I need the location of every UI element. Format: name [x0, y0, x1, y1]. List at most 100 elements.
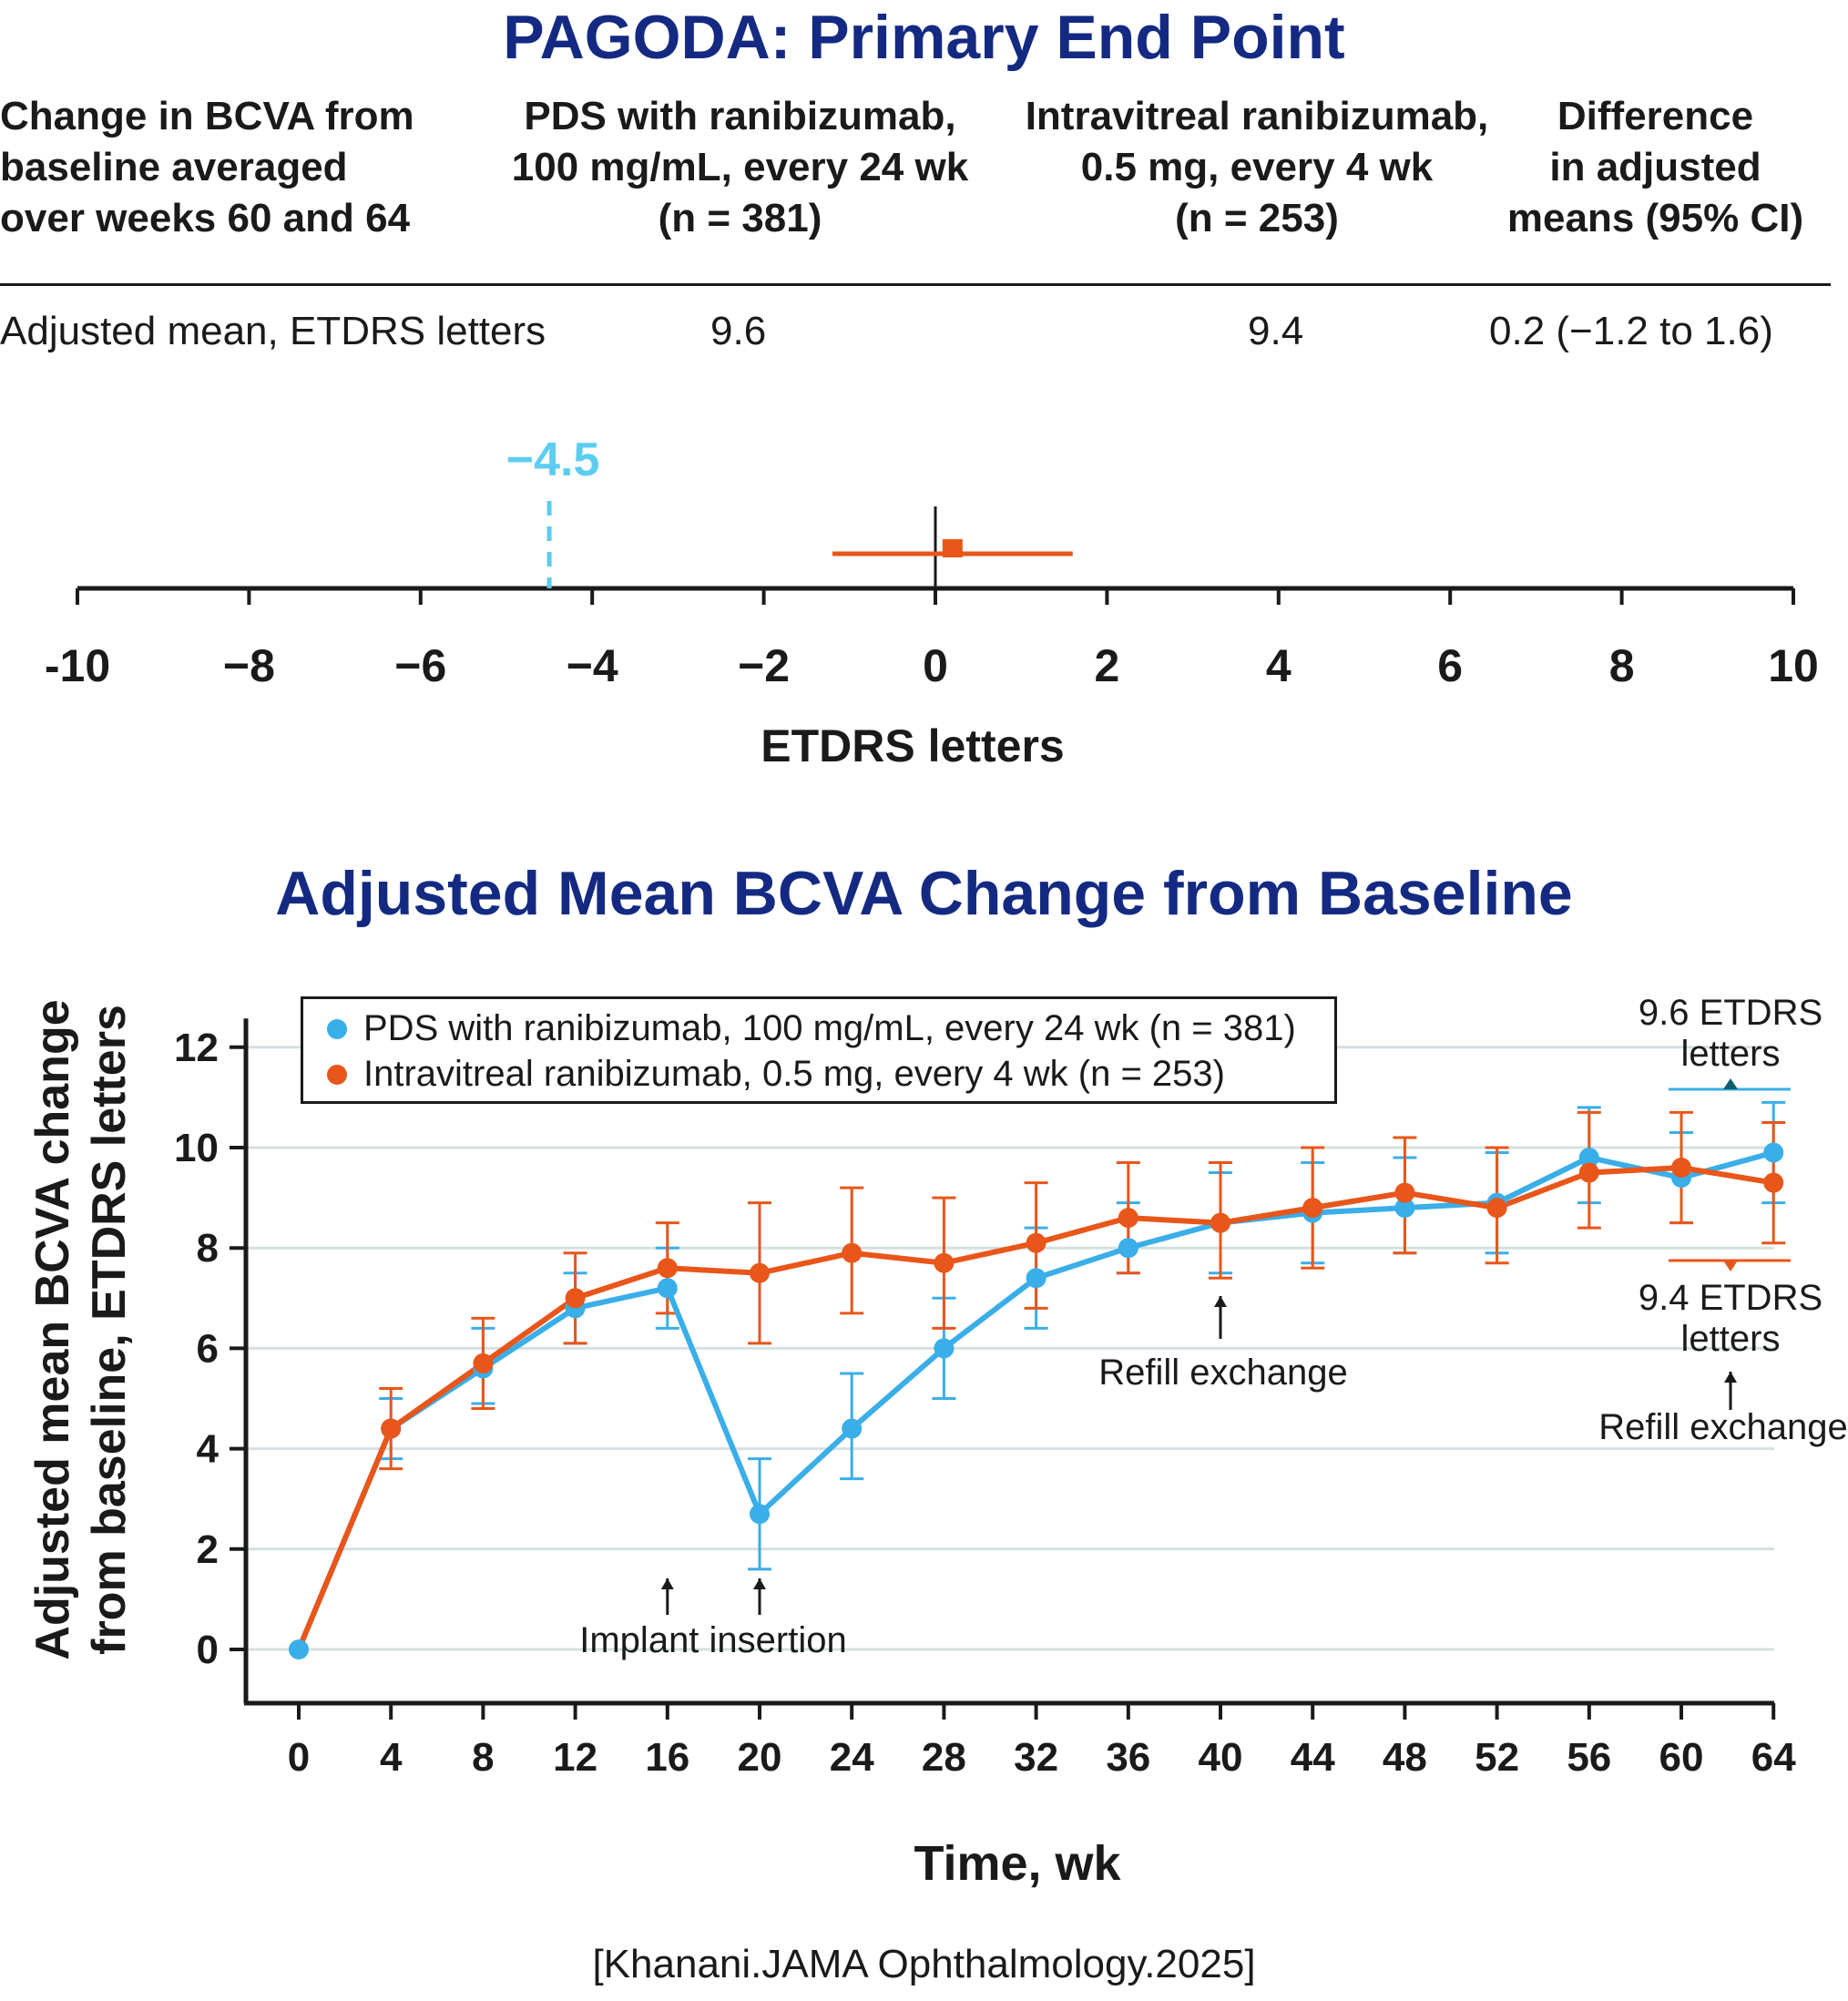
primary-endpoint-title: PAGODA: Primary End Point [503, 3, 1345, 72]
implant-insertion-16-arrow-head [660, 1578, 674, 1589]
pds-data-point [934, 1338, 955, 1359]
y-tick-label: 2 [197, 1527, 219, 1572]
source-citation: [Khanani.JAMA Ophthalmology.2025] [592, 1942, 1256, 1986]
y-tick-label: 0 [197, 1628, 219, 1672]
forest-x-tick-label: −6 [394, 640, 446, 691]
ivt-data-point [565, 1288, 586, 1309]
y-axis-label-line: Adjusted mean BCVA change [26, 999, 79, 1659]
ivt-data-point [1671, 1158, 1691, 1179]
pds-data-point [750, 1504, 770, 1525]
table-header-pds: PDS with ranibizumab, 100 mg/mL, every 2… [511, 94, 969, 240]
pds-data-point [289, 1639, 309, 1659]
x-tick-label: 60 [1659, 1735, 1704, 1780]
y-tick-label: 10 [174, 1126, 219, 1170]
table-cell-pds: 9.6 [710, 309, 767, 353]
x-tick-label: 52 [1475, 1735, 1519, 1780]
forest-x-tick-label: -10 [45, 640, 110, 691]
y-tick-label: 4 [197, 1427, 220, 1472]
y-tick-label: 8 [197, 1226, 219, 1271]
pds-final-marker [1723, 1078, 1738, 1089]
difference-estimate-marker [942, 539, 963, 557]
pds-data-point [842, 1418, 863, 1439]
table-header-measure: Change in BCVA from baseline averaged ov… [0, 94, 414, 240]
y-tick-label: 6 [197, 1326, 219, 1371]
table-cell-difference: 0.2 (−1.2 to 1.6) [1489, 309, 1773, 353]
ivt-data-point [1763, 1172, 1784, 1193]
x-tick-label: 56 [1567, 1735, 1611, 1780]
ivt-data-point [657, 1258, 678, 1279]
x-tick-label: 20 [738, 1735, 782, 1780]
x-axis-label: Time, wk [914, 1836, 1121, 1891]
x-tick-label: 40 [1199, 1735, 1243, 1780]
pds-final-label-line2: letters [1681, 1034, 1781, 1074]
pds-data-point [1578, 1148, 1599, 1169]
x-tick-label: 0 [288, 1735, 310, 1780]
ivt-data-point [473, 1353, 494, 1373]
ivt-data-point [1394, 1182, 1415, 1203]
forest-x-tick-label: −2 [738, 640, 790, 691]
ivt-data-point [842, 1242, 863, 1263]
legend: PDS with ranibizumab, 100 mg/mL, every 2… [301, 996, 1337, 1104]
table-row-label: Adjusted mean, ETDRS letters [0, 309, 546, 353]
ivt-data-point [750, 1262, 770, 1283]
table-header-rule [0, 283, 1831, 286]
forest-x-tick-label: −4 [567, 640, 618, 691]
pds-data-point [1026, 1268, 1047, 1289]
ivt-data-point [1210, 1212, 1230, 1233]
forest-plot: -10 −8 −6 −4 −2 0 2 4 6 8 10 ETDRS letters −4.5 [45, 434, 1819, 771]
refill-exchange-40-arrow-head [1214, 1296, 1227, 1307]
ivt-data-point [1026, 1232, 1047, 1253]
x-tick-label: 8 [472, 1735, 494, 1780]
x-tick-label: 32 [1014, 1735, 1058, 1780]
ivt-data-point [1486, 1198, 1507, 1219]
forest-x-tick-label: 10 [1768, 640, 1819, 691]
refill-exchange-64-label: Refill exchange [1598, 1407, 1848, 1447]
x-tick-label: 16 [645, 1735, 689, 1780]
ivt-data-point [1302, 1198, 1323, 1219]
pds-data-point [657, 1278, 678, 1299]
forest-x-tick-label: 4 [1266, 640, 1292, 691]
legend-label-ivt: Intravitreal ranibizumab, 0.5 mg, every … [363, 1054, 1225, 1094]
ivt-final-label-line2: letters [1681, 1319, 1781, 1359]
pds-data-point [1763, 1142, 1784, 1163]
x-tick-label: 12 [553, 1735, 597, 1780]
forest-x-axis-label: ETDRS letters [761, 720, 1064, 771]
x-tick-label: 64 [1751, 1735, 1796, 1780]
legend-label-pds: PDS with ranibizumab, 100 mg/mL, every 2… [363, 1008, 1296, 1048]
table-header-ivt: Intravitreal ranibizumab, 0.5 mg, every … [1025, 94, 1489, 240]
x-tick-label: 24 [830, 1735, 874, 1780]
ivt-data-point [934, 1252, 955, 1273]
x-tick-label: 44 [1291, 1735, 1335, 1780]
pds-final-label-line1: 9.6 ETDRS [1639, 993, 1822, 1033]
y-axis-label: Adjusted mean BCVA change from baseline, … [26, 999, 136, 1659]
x-tick-label: 48 [1383, 1735, 1427, 1780]
legend-swatch-ivt [327, 1065, 347, 1085]
forest-x-tick-label: −8 [223, 640, 275, 691]
implant-insertion-label: Implant insertion [579, 1620, 846, 1660]
forest-x-tick-label: 2 [1094, 640, 1119, 691]
ivt-data-point [381, 1418, 402, 1439]
ivt-final-label-line1: 9.4 ETDRS [1639, 1278, 1822, 1318]
refill-exchange-64-arrow-head [1724, 1372, 1737, 1383]
table-header-difference: Difference in adjusted means (95% CI) [1506, 94, 1804, 240]
refill-exchange-label: Refill exchange [1098, 1353, 1348, 1393]
ivt-final-marker [1723, 1261, 1738, 1271]
table-cell-ivt: 9.4 [1248, 309, 1304, 353]
y-axis-label-line: from baseline, ETDRS letters [83, 1005, 136, 1655]
forest-x-tick-label: 0 [923, 640, 948, 691]
ivt-data-point [1578, 1162, 1599, 1183]
forest-x-tick-label: 6 [1437, 640, 1463, 691]
ivt-data-point [1118, 1208, 1138, 1229]
noninferiority-margin-label: −4.5 [506, 434, 600, 486]
forest-x-tick-label: 8 [1609, 640, 1635, 691]
x-tick-label: 28 [922, 1735, 966, 1780]
pds-data-point [1118, 1238, 1138, 1259]
line-chart-title: Adjusted Mean BCVA Change from Baseline [275, 859, 1573, 928]
implant-insertion-20-arrow-head [753, 1578, 766, 1589]
y-tick-label: 12 [174, 1026, 219, 1070]
x-tick-label: 4 [380, 1735, 403, 1780]
legend-swatch-pds [327, 1019, 347, 1039]
pds-data-point [1394, 1198, 1415, 1219]
x-tick-label: 36 [1106, 1735, 1150, 1780]
